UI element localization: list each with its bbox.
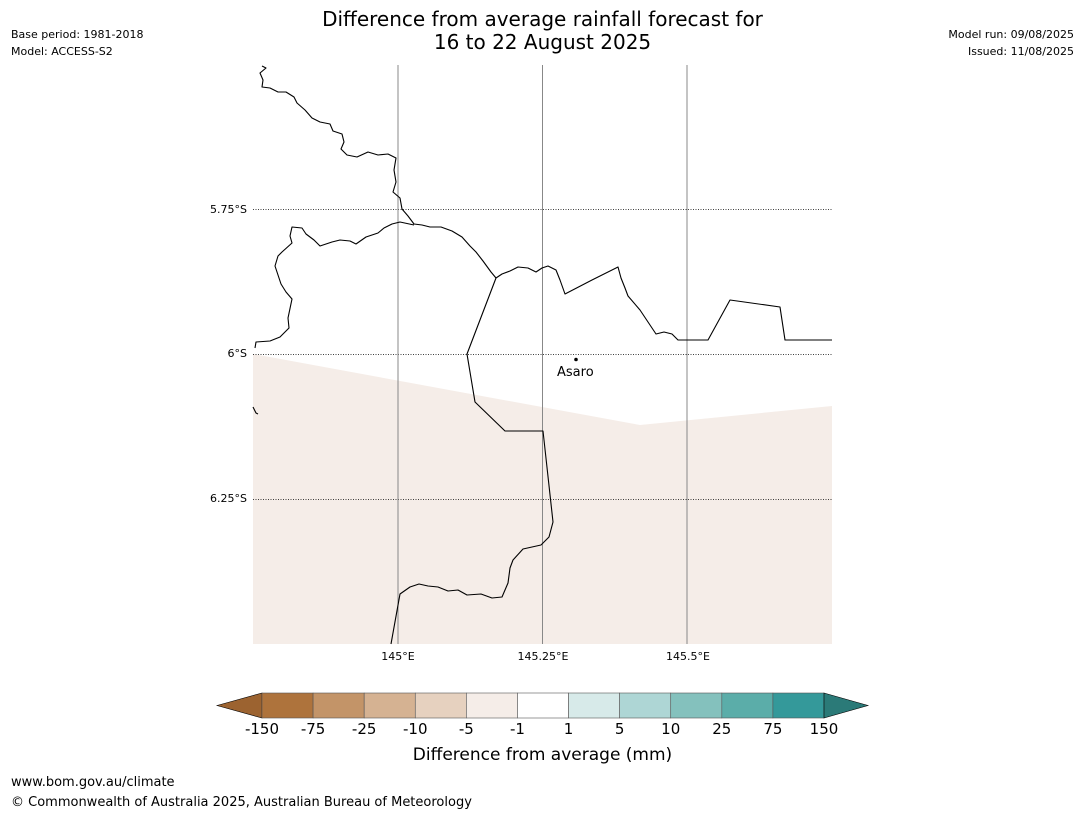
colorbar-segment bbox=[517, 692, 569, 719]
colorbar-tick-label: 10 bbox=[661, 720, 681, 738]
lat-label-6s: 6°S bbox=[227, 347, 247, 360]
colorbar-segment bbox=[619, 692, 672, 719]
lon-label-145e: 145°E bbox=[381, 650, 415, 663]
colorbar-segment bbox=[312, 692, 365, 719]
province-boundaries bbox=[252, 65, 832, 645]
colorbar-segment bbox=[261, 692, 314, 719]
map-title: Difference from average rainfall forecas… bbox=[0, 8, 1085, 54]
colorbar-over-arrow bbox=[823, 692, 870, 719]
boundary-central bbox=[390, 277, 554, 645]
colorbar-tick-label: 150 bbox=[809, 720, 839, 738]
lon-label-145-25e: 145.25°E bbox=[517, 650, 569, 663]
latitude-gridlines bbox=[253, 209, 832, 500]
colorbar-under-arrow bbox=[215, 692, 263, 719]
colorbar-tick-label: -1 bbox=[509, 720, 525, 738]
meta-left: Base period: 1981-2018 Model: ACCESS-S2 bbox=[11, 26, 143, 60]
boundary-east bbox=[495, 265, 832, 341]
issued-text: Issued: 11/08/2025 bbox=[967, 45, 1074, 58]
title-line-1: Difference from average rainfall forecas… bbox=[322, 7, 763, 31]
model-text: Model: ACCESS-S2 bbox=[11, 45, 113, 58]
colorbar-segment bbox=[568, 692, 620, 719]
colorbar-segments bbox=[261, 692, 825, 719]
meta-right: Model run: 09/08/2025 Issued: 11/08/2025 bbox=[948, 26, 1074, 60]
lon-label-145-5e: 145.5°E bbox=[666, 650, 710, 663]
colorbar-segment bbox=[772, 692, 825, 719]
town-marker-asaro bbox=[574, 357, 578, 362]
map-canvas bbox=[252, 65, 832, 645]
boundary-stub bbox=[252, 406, 259, 415]
model-run-text: Model run: 09/08/2025 bbox=[948, 28, 1074, 41]
title-line-2: 16 to 22 August 2025 bbox=[433, 30, 652, 54]
lat-label-5-75s: 5.75°S bbox=[210, 203, 247, 216]
colorbar-segment bbox=[670, 692, 723, 719]
boundary-west bbox=[254, 221, 415, 349]
colorbar-tick-label: -75 bbox=[300, 720, 326, 738]
colorbar-segment bbox=[721, 692, 774, 719]
boundary-north bbox=[259, 65, 497, 279]
longitude-gridlines bbox=[397, 65, 688, 644]
colorbar-title: Difference from average (mm) bbox=[412, 745, 673, 765]
place-label-asaro: Asaro bbox=[557, 365, 594, 380]
colorbar-segment bbox=[466, 692, 518, 719]
footer-copyright: © Commonwealth of Australia 2025, Austra… bbox=[11, 795, 472, 810]
footer-url: www.bom.gov.au/climate bbox=[11, 775, 175, 790]
colorbar-segment bbox=[414, 692, 467, 719]
base-period-text: Base period: 1981-2018 bbox=[11, 28, 144, 41]
colorbar-tick-label: -5 bbox=[458, 720, 474, 738]
colorbar-tick-label: 1 bbox=[563, 720, 574, 738]
colorbar-tick-label: -10 bbox=[403, 720, 428, 738]
colorbar-tick-label: 5 bbox=[614, 720, 625, 738]
colorbar-tick-label: -25 bbox=[351, 720, 377, 738]
colorbar bbox=[215, 692, 870, 719]
lat-label-6-25s: 6.25°S bbox=[210, 492, 247, 505]
colorbar-segment bbox=[363, 692, 416, 719]
colorbar-tick-label: -150 bbox=[244, 720, 280, 738]
colorbar-tick-label: 75 bbox=[763, 720, 783, 738]
colorbar-tick-label: 25 bbox=[712, 720, 732, 738]
